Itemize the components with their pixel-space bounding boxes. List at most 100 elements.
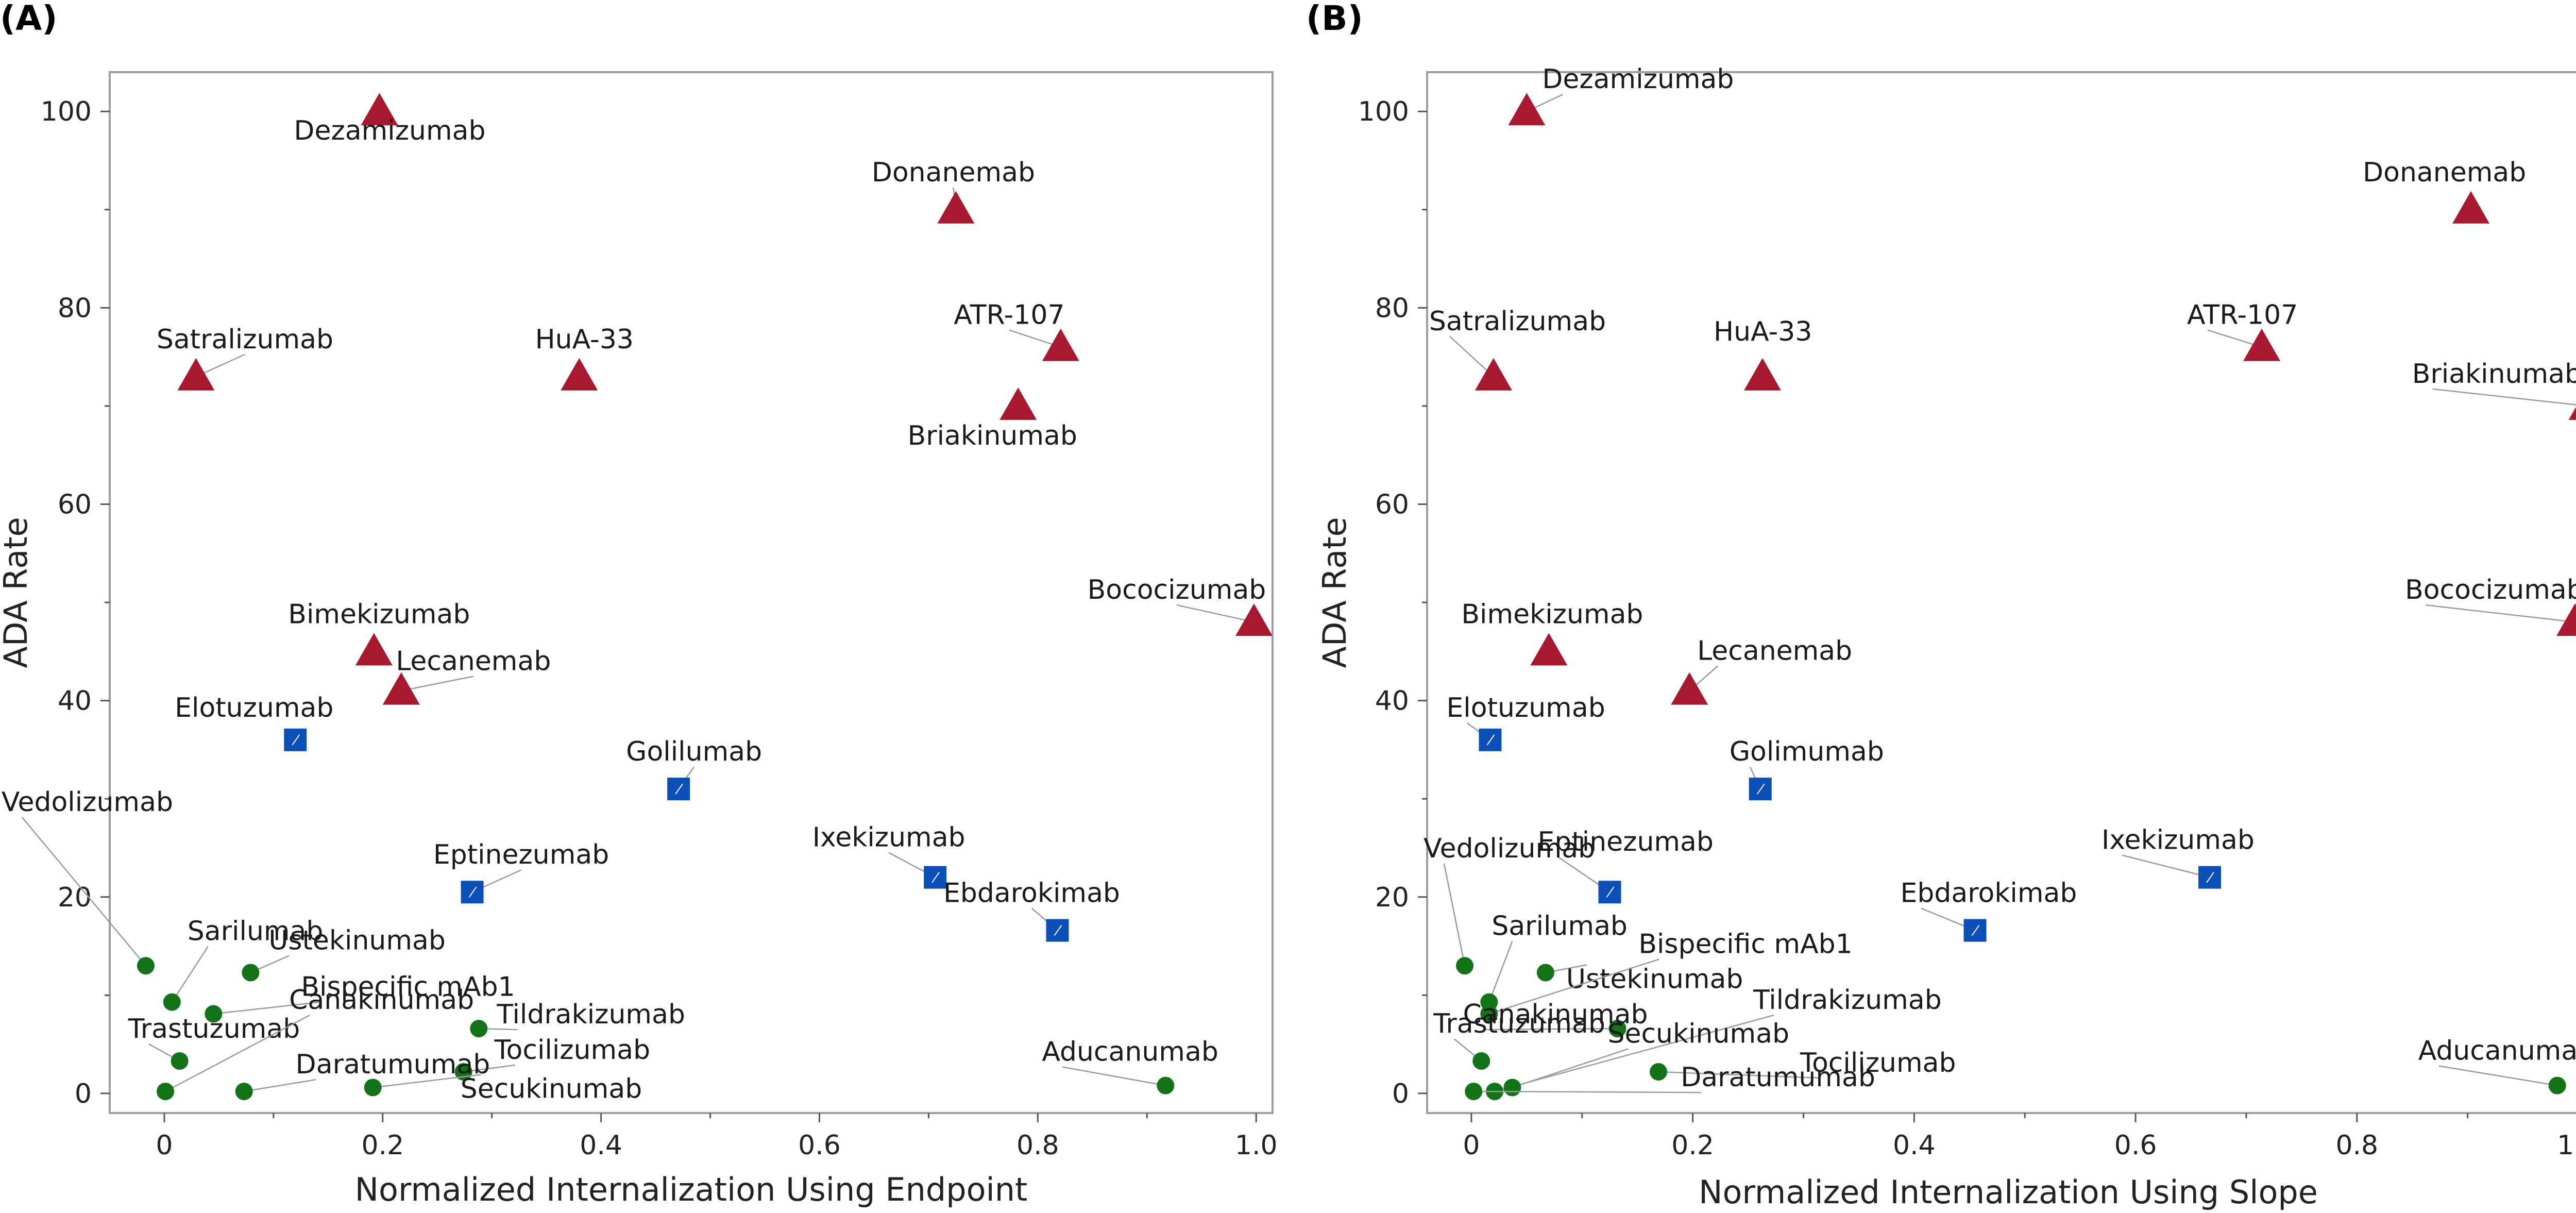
label-leader-line — [244, 1079, 316, 1092]
y-tick-label: 80 — [58, 293, 92, 324]
marker-glint — [1756, 783, 1765, 795]
marker-glint — [675, 783, 683, 795]
point-label: Aducanumab — [2418, 1036, 2576, 1067]
point-label: Bococizumab — [2405, 575, 2576, 605]
x-tick-label: 0.2 — [361, 1130, 404, 1161]
point-marker-triangle — [2452, 191, 2490, 224]
y-tick-label: 20 — [1375, 882, 1409, 913]
point-marker-circle — [2548, 1076, 2566, 1094]
marker-glint — [1486, 734, 1495, 746]
point-label: Bimekizumab — [1461, 599, 1643, 630]
point-label: Tocilizumab — [494, 1035, 650, 1066]
label-leader-line — [1473, 1090, 1702, 1093]
x-tick-label: 0.4 — [1893, 1130, 1936, 1161]
label-leader-line — [2438, 1065, 2557, 1086]
point-label: Ustekinumab — [1566, 964, 1743, 995]
point-label: Secukinumab — [1607, 1018, 1789, 1049]
point-label: Golilumab — [626, 736, 762, 767]
label-leader-line — [1512, 1048, 1629, 1088]
point-marker-triangle — [382, 672, 420, 705]
point-label: Ebdarokimab — [943, 878, 1120, 909]
y-tick-label: 60 — [1375, 489, 1409, 520]
point-marker-circle — [364, 1079, 382, 1097]
point-label: Tildrakizumab — [496, 999, 685, 1030]
point-marker-triangle — [561, 358, 598, 391]
y-tick-label: 100 — [1358, 96, 1409, 127]
point-marker-circle — [1503, 1079, 1521, 1097]
point-marker-triangle — [937, 191, 975, 224]
point-marker-circle — [1608, 1020, 1626, 1038]
point-label: Donanemab — [2363, 157, 2526, 188]
label-leader-line — [1483, 1027, 1618, 1031]
point-label: Bispecific mAb1 — [1638, 929, 1852, 960]
point-label: Vedolizumab — [2, 787, 173, 818]
marker-glint — [1054, 924, 1062, 936]
point-marker-triangle — [2556, 603, 2576, 636]
point-label: Tocilizumab — [1800, 1048, 1956, 1079]
point-label: Sarilumab — [1492, 911, 1628, 942]
label-leader-line — [2207, 329, 2262, 348]
point-label: Satralizumab — [1429, 306, 1606, 337]
point-marker-triangle — [1475, 358, 1512, 391]
point-label: Bispecific mAb1 — [301, 972, 515, 1003]
point-label: Briakinumab — [908, 420, 1077, 451]
x-tick-label: 0.8 — [1016, 1130, 1059, 1161]
point-marker-circle — [1536, 964, 1554, 982]
point-label: Briakinumab — [2412, 359, 2576, 390]
label-leader-line — [2432, 388, 2576, 406]
x-axis-label: Normalized Internalization Using Endpoin… — [355, 1171, 1028, 1208]
y-tick-label: 20 — [58, 882, 92, 913]
point-label: Eptinezumab — [1538, 827, 1714, 857]
point-marker-circle — [1456, 957, 1474, 975]
point-marker-circle — [157, 1083, 175, 1101]
label-leader-line — [165, 1014, 310, 1092]
point-marker-circle — [137, 957, 155, 975]
label-leader-line — [2122, 854, 2210, 878]
point-label: Secukinumab — [461, 1073, 642, 1104]
marker-glint — [468, 886, 477, 898]
point-marker-triangle — [2243, 328, 2281, 361]
panel-label: (A) — [0, 0, 57, 38]
label-leader-line — [1658, 1071, 1821, 1079]
point-label: Ixekizumab — [2102, 825, 2255, 856]
label-leader-line — [1488, 958, 1659, 1015]
label-leader-line — [2425, 604, 2575, 623]
point-label: Canakinumab — [289, 985, 474, 1016]
label-leader-line — [1488, 941, 1513, 1003]
point-marker-triangle — [999, 387, 1037, 420]
point-marker-circle — [1465, 1083, 1483, 1101]
point-label: Dezamizumab — [1542, 64, 1734, 95]
point-label: Bimekizumab — [288, 599, 470, 630]
y-tick-label: 40 — [58, 686, 92, 717]
y-axis-label: ADA Rate — [1316, 517, 1353, 668]
chart-panel-b: (B) 0 0.2 0.4 0.6 0.8 1.0 0 20 40 60 80 100 Normalize… — [1306, 0, 2576, 1211]
point-label: Donanemab — [872, 157, 1035, 188]
point-marker-triangle — [1671, 672, 1708, 705]
label-leader-line — [1449, 335, 1494, 377]
point-label: Dezamizumab — [294, 115, 485, 146]
point-label: Golimumab — [1730, 736, 1884, 767]
panel-label: (B) — [1306, 0, 1363, 38]
point-marker-triangle — [1042, 328, 1079, 361]
label-leader-line — [1494, 1014, 1774, 1092]
marker-glint — [1606, 886, 1615, 898]
point-marker-triangle — [1235, 603, 1273, 636]
point-label: Ixekizumab — [812, 822, 965, 853]
marker-glint — [2206, 872, 2214, 883]
label-leader-line — [171, 946, 209, 1003]
point-label: Elotuzumab — [1446, 693, 1605, 723]
label-leader-line — [372, 1074, 481, 1088]
plot-frame — [109, 71, 1274, 1114]
x-axis-label: Normalized Internalization Using Slope — [1699, 1173, 2318, 1211]
point-marker-triangle — [1508, 93, 1546, 126]
point-marker-triangle — [361, 93, 398, 126]
point-marker-triangle — [2568, 407, 2576, 420]
x-tick-label: 0.2 — [1671, 1130, 1714, 1161]
y-tick-label: 40 — [1375, 686, 1409, 717]
point-label: Elotuzumab — [175, 693, 333, 723]
point-label: Daratumumab — [1681, 1062, 1875, 1093]
x-tick-label: 1.0 — [1235, 1130, 1278, 1161]
point-label: Tildrakizumab — [1753, 985, 1942, 1016]
point-marker-circle — [163, 993, 181, 1011]
label-leader-line — [1176, 604, 1255, 623]
